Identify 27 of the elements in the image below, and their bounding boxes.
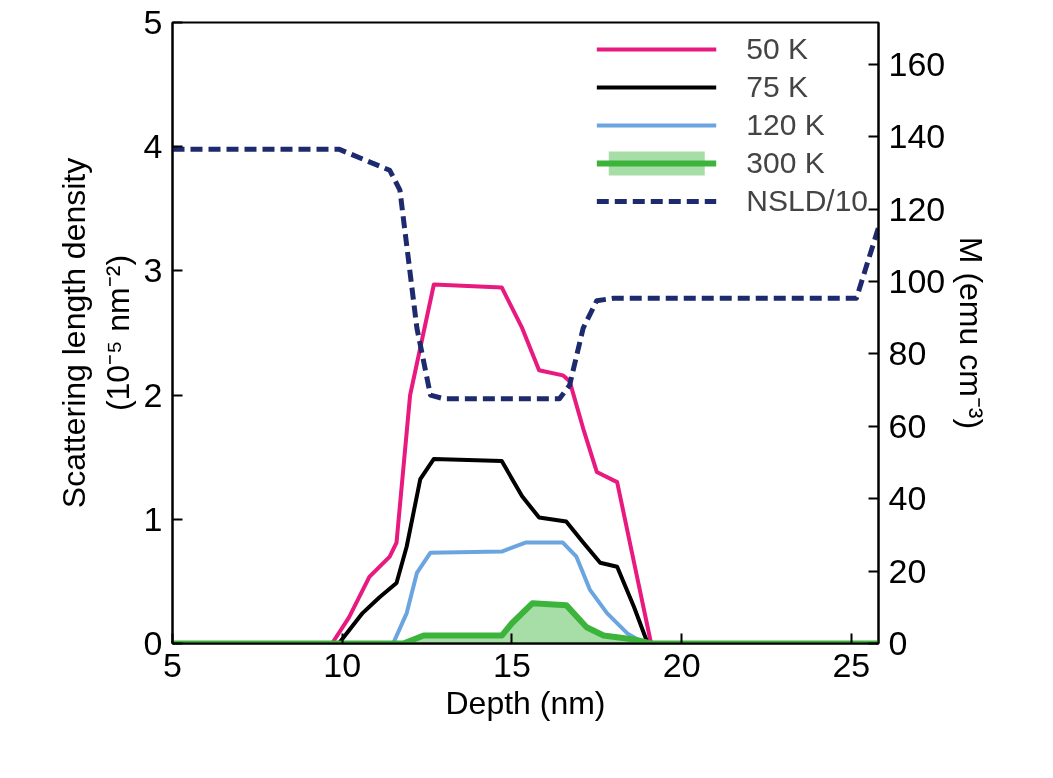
- legend-label: 300 K: [746, 146, 825, 180]
- y2-tick-label: 80: [888, 334, 927, 373]
- y-tick-label: 2: [143, 375, 163, 414]
- y2-tick-label: 40: [888, 479, 927, 518]
- y2-tick-label: 140: [888, 117, 946, 156]
- x-axis-title: Depth (nm): [445, 684, 606, 721]
- x-tick-label: 25: [832, 645, 871, 684]
- y-axis-title: Scattering length density (10⁻⁵ nm⁻²): [56, 157, 136, 509]
- y2-tick-label: 60: [888, 406, 927, 445]
- y2-axis-title: M (emu cm⁻³): [953, 236, 990, 430]
- legend-label: 75 K: [746, 70, 808, 104]
- y-tick-label: 5: [143, 3, 163, 41]
- y2-tick-label: 160: [888, 44, 946, 83]
- y2-tick-label: 100: [888, 262, 946, 301]
- legend-label: 120 K: [746, 108, 825, 142]
- legend-label: NSLD/10: [746, 184, 868, 218]
- y2-tick-label: 120: [888, 189, 946, 228]
- legend-label: 50 K: [746, 32, 808, 66]
- x-tick-label: 20: [662, 645, 701, 684]
- y2-tick-label: 0: [888, 624, 908, 662]
- y-tick-label: 1: [143, 499, 163, 538]
- y2-tick-label: 20: [888, 551, 927, 590]
- y-tick-label: 4: [143, 127, 163, 166]
- x-tick-label: 10: [323, 645, 362, 684]
- y-tick-label: 0: [143, 624, 163, 662]
- x-tick-label: 15: [493, 645, 531, 684]
- y-tick-label: 3: [143, 251, 163, 290]
